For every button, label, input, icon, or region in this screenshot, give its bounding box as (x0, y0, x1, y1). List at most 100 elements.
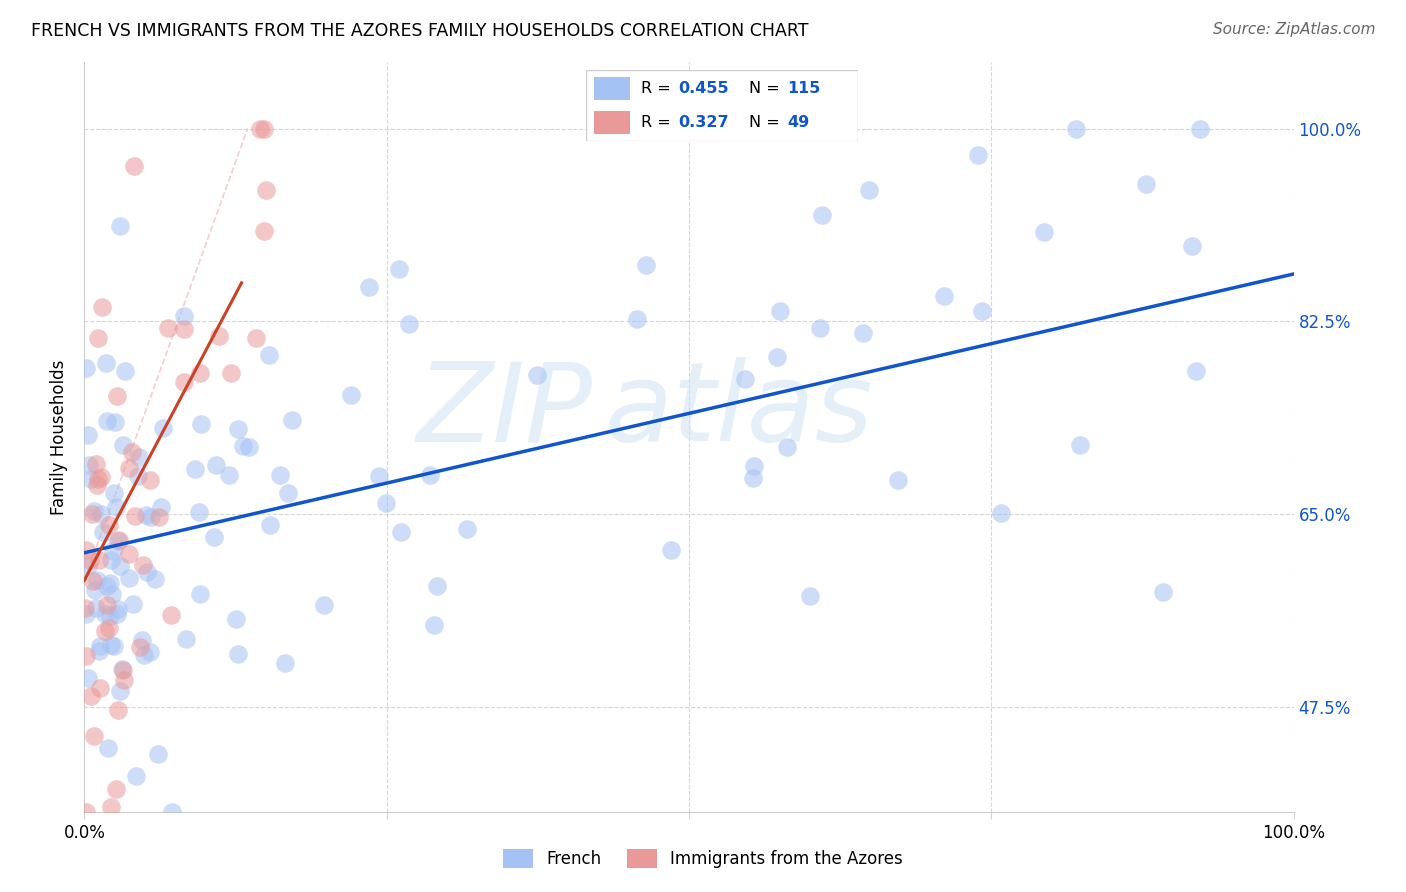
Point (118, 548, 141, 562)
Point (100, 638, 122, 652)
Point (742, 458, 765, 473)
Point (93, 624, 115, 639)
Point (1135, 177, 1157, 191)
Point (257, 348, 280, 362)
Point (98, 621, 121, 635)
Point (98, 609, 121, 624)
Point (91, 525, 114, 540)
Point (86, 472, 108, 486)
Point (101, 587, 124, 601)
Point (107, 533, 129, 548)
Y-axis label: Family Households: Family Households (51, 359, 69, 515)
Point (108, 219, 131, 234)
Point (94, 607, 117, 622)
Legend: French, Immigrants from the Azores: French, Immigrants from the Azores (496, 842, 910, 875)
Point (808, 320, 831, 334)
Point (124, 508, 146, 523)
Point (86, 457, 108, 471)
Point (425, 579, 447, 593)
Point (1181, 239, 1204, 253)
Point (125, 769, 148, 783)
Point (141, 510, 163, 524)
Point (184, 462, 207, 476)
Point (107, 533, 129, 547)
Point (104, 782, 127, 797)
Point (852, 326, 875, 340)
Point (107, 703, 129, 717)
Point (312, 599, 335, 613)
Point (269, 468, 291, 483)
Point (75, 607, 97, 621)
Point (118, 460, 141, 475)
Point (111, 662, 134, 676)
Point (160, 607, 183, 622)
Point (80, 689, 103, 703)
Point (218, 467, 240, 482)
Point (127, 469, 149, 483)
Point (253, 121, 276, 136)
Point (422, 618, 444, 632)
Point (143, 573, 166, 587)
Point (174, 632, 197, 646)
Point (173, 309, 195, 323)
Text: Source: ZipAtlas.com: Source: ZipAtlas.com (1212, 22, 1375, 37)
Point (84, 583, 107, 598)
Point (122, 597, 145, 611)
Point (79, 553, 101, 567)
Point (398, 317, 420, 331)
Point (967, 148, 990, 162)
Point (219, 367, 242, 381)
Point (87, 552, 110, 566)
Point (146, 747, 169, 762)
Point (886, 474, 908, 488)
Point (83, 729, 105, 743)
Point (149, 500, 172, 514)
Point (249, 121, 271, 136)
Point (173, 376, 195, 390)
Point (245, 330, 267, 344)
Point (190, 587, 212, 601)
Point (104, 500, 127, 515)
Point (77, 458, 100, 472)
Point (111, 438, 134, 452)
Point (75, 360, 97, 375)
Point (77, 427, 100, 442)
Point (232, 439, 254, 453)
Point (152, 420, 174, 434)
Point (103, 639, 125, 653)
Point (96, 579, 118, 593)
Point (80, 472, 103, 486)
Point (138, 645, 160, 659)
Point (73, 601, 96, 615)
Point (100, 553, 122, 567)
Point (187, 505, 209, 519)
Point (766, 350, 789, 364)
Point (76, 559, 98, 574)
Point (83, 504, 105, 518)
Point (162, 805, 184, 819)
Point (77, 671, 100, 685)
Point (122, 159, 145, 173)
Point (103, 544, 125, 558)
Point (89, 639, 111, 653)
Point (112, 673, 135, 687)
Point (134, 648, 156, 663)
Point (207, 329, 229, 343)
Point (121, 444, 143, 458)
Point (90, 301, 112, 315)
Point (107, 602, 129, 616)
Point (419, 467, 441, 482)
Point (768, 304, 790, 318)
Point (157, 320, 180, 334)
Point (1033, 225, 1056, 239)
Point (82, 507, 104, 521)
Text: ZIP: ZIP (416, 358, 592, 465)
Point (139, 473, 162, 487)
Point (634, 258, 657, 272)
Point (110, 559, 132, 574)
Point (811, 208, 834, 222)
Point (799, 590, 821, 604)
Point (86, 477, 108, 491)
Point (526, 368, 548, 382)
Point (112, 663, 135, 677)
